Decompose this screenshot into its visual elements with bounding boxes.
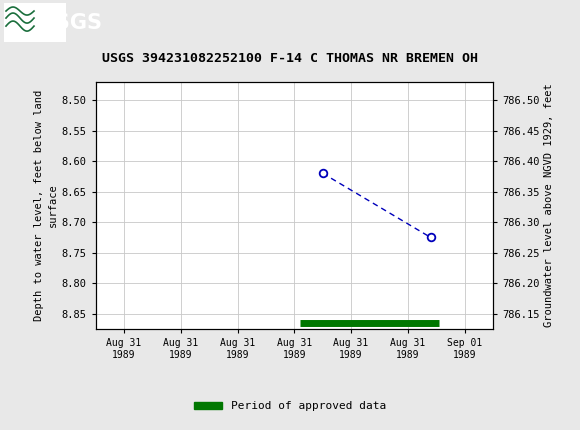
Text: USGS 394231082252100 F-14 C THOMAS NR BREMEN OH: USGS 394231082252100 F-14 C THOMAS NR BR… — [102, 52, 478, 64]
Y-axis label: Depth to water level, feet below land
surface: Depth to water level, feet below land su… — [34, 90, 57, 321]
Text: USGS: USGS — [38, 13, 102, 33]
Y-axis label: Groundwater level above NGVD 1929, feet: Groundwater level above NGVD 1929, feet — [543, 83, 554, 327]
Legend: Period of approved data: Period of approved data — [190, 397, 390, 416]
Bar — [4, 3, 66, 42]
